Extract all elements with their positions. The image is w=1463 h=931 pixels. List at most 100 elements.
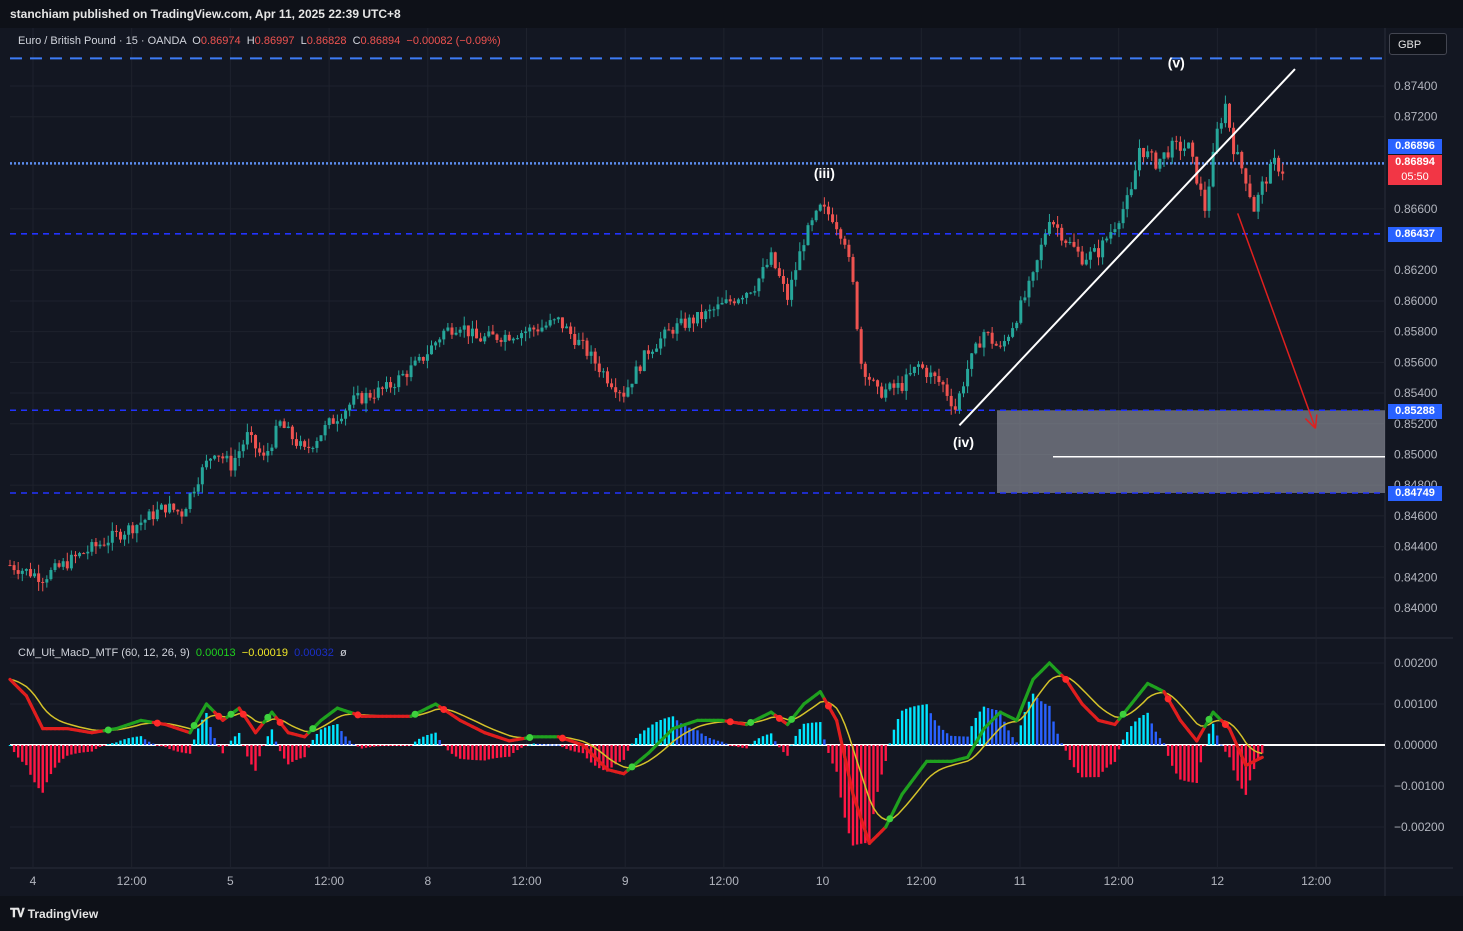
- candle-body: [1105, 238, 1109, 241]
- macd-cross-dot: [239, 710, 247, 718]
- candle-body: [1113, 229, 1117, 233]
- candle-body: [1191, 142, 1195, 157]
- macd-cross-dot: [354, 711, 362, 719]
- macd-histogram-bar: [413, 741, 417, 745]
- candle-body: [822, 204, 826, 207]
- candle-body: [998, 345, 1002, 347]
- candle-body: [745, 292, 749, 298]
- macd-histogram-bar: [45, 745, 49, 783]
- candle-body: [1023, 297, 1027, 301]
- candle-body: [49, 570, 53, 580]
- macd-histogram-bar: [254, 745, 257, 771]
- candle-body: [1170, 140, 1174, 158]
- settings-icon[interactable]: ø: [340, 647, 347, 659]
- candle-body: [835, 222, 839, 230]
- candle-body: [605, 371, 609, 384]
- macd-legend[interactable]: CM_Ult_MacD_MTF (60, 12, 26, 9) 0.00013 …: [18, 647, 347, 659]
- macd-histogram-bar: [896, 718, 900, 745]
- macd-histogram-bar: [8, 745, 12, 746]
- macd-histogram-bar: [708, 738, 711, 745]
- macd-histogram-bar: [639, 733, 642, 745]
- macd-histogram-bar: [1195, 745, 1198, 783]
- macd-histogram-bar: [213, 738, 216, 745]
- x-tick-label: 12:00: [1104, 874, 1134, 888]
- x-tick-label: 12:00: [906, 874, 936, 888]
- target-zone-layer: [997, 410, 1385, 494]
- macd-histogram-bar: [307, 745, 310, 748]
- candle-body: [458, 329, 462, 333]
- x-tick-label: 4: [30, 874, 37, 888]
- candle-body: [503, 334, 507, 342]
- candle-body: [348, 404, 352, 411]
- macd-histogram-bar: [880, 745, 883, 775]
- macd-histogram-bar: [458, 745, 462, 759]
- macd-histogram-bar: [839, 745, 842, 798]
- y-tick-label: 0.84200: [1394, 570, 1438, 584]
- macd-histogram-bar: [1244, 745, 1248, 795]
- macd-histogram-bar: [278, 745, 282, 752]
- candle-body: [929, 372, 933, 378]
- macd-histogram-bar: [720, 741, 724, 745]
- symbol-legend[interactable]: Euro / British Pound · 15 · OANDA O0.869…: [18, 35, 501, 47]
- macd-line-segment: [851, 792, 859, 809]
- macd-histogram-bar: [958, 736, 961, 745]
- candle-body: [311, 447, 315, 449]
- candle-body: [172, 503, 176, 510]
- candle-body: [213, 455, 217, 459]
- candle-body: [732, 301, 736, 304]
- macd-histogram-bar: [966, 736, 969, 745]
- macd-histogram-bar: [544, 744, 548, 746]
- macd-histogram-bar: [270, 729, 274, 745]
- macd-histogram-bar: [557, 744, 560, 746]
- candle-body: [720, 302, 724, 305]
- macd-cross-dot: [104, 726, 112, 734]
- macd-histogram-bar: [929, 713, 932, 745]
- macd-histogram-bar: [303, 745, 306, 758]
- macd-histogram-bar: [1044, 703, 1047, 745]
- macd-cross-dot: [1221, 721, 1229, 728]
- candle-body: [916, 364, 920, 367]
- candle-body: [974, 343, 978, 354]
- candle-body: [425, 354, 429, 361]
- candle-body: [1101, 240, 1105, 258]
- candle-body: [1137, 147, 1141, 171]
- macd-cross-dot: [227, 710, 235, 718]
- candle-body: [851, 257, 855, 282]
- macd-histogram-bar: [450, 745, 454, 754]
- macd-histogram-bar: [675, 720, 679, 745]
- candle-body: [1015, 322, 1019, 329]
- macd-histogram-bar: [66, 745, 69, 756]
- candle-body: [475, 328, 479, 339]
- macd-histogram-bar: [147, 741, 151, 745]
- macd-histogram-bar: [1138, 717, 1141, 745]
- candle-body: [1203, 189, 1207, 211]
- macd-histogram-bar: [990, 709, 994, 745]
- currency-button[interactable]: GBP: [1389, 33, 1447, 55]
- candle-body: [135, 525, 139, 534]
- macd-histogram-bar: [1080, 745, 1084, 778]
- candle-body: [78, 553, 82, 557]
- macd-histogram-bar: [782, 745, 785, 753]
- macd-histogram-bar: [962, 736, 965, 745]
- y-tick-label: 0.85000: [1394, 447, 1438, 461]
- macd-histogram-bar: [774, 741, 777, 745]
- candle-body: [409, 365, 413, 378]
- close-value: 0.86894: [360, 35, 401, 47]
- macd-histogram-bar: [373, 745, 376, 747]
- macd-histogram-bar: [704, 736, 707, 745]
- macd-histogram-bar: [651, 724, 654, 745]
- candle-body: [1080, 251, 1084, 265]
- candle-body: [560, 317, 564, 329]
- macd-cross-dot: [309, 725, 317, 733]
- candle-body: [180, 511, 184, 517]
- candle-body: [1277, 157, 1281, 172]
- level-badge-85288: 0.85288: [1388, 404, 1442, 419]
- macd-histogram-bar: [229, 740, 233, 745]
- macd-histogram-bar: [119, 740, 122, 745]
- candle-body: [413, 360, 417, 366]
- tradingview-logo[interactable]: 𝐓𝐕 TradingView: [10, 906, 99, 921]
- candle-body: [221, 456, 225, 459]
- macd-histogram-bar: [532, 743, 536, 745]
- macd-line-segment: [1015, 708, 1023, 723]
